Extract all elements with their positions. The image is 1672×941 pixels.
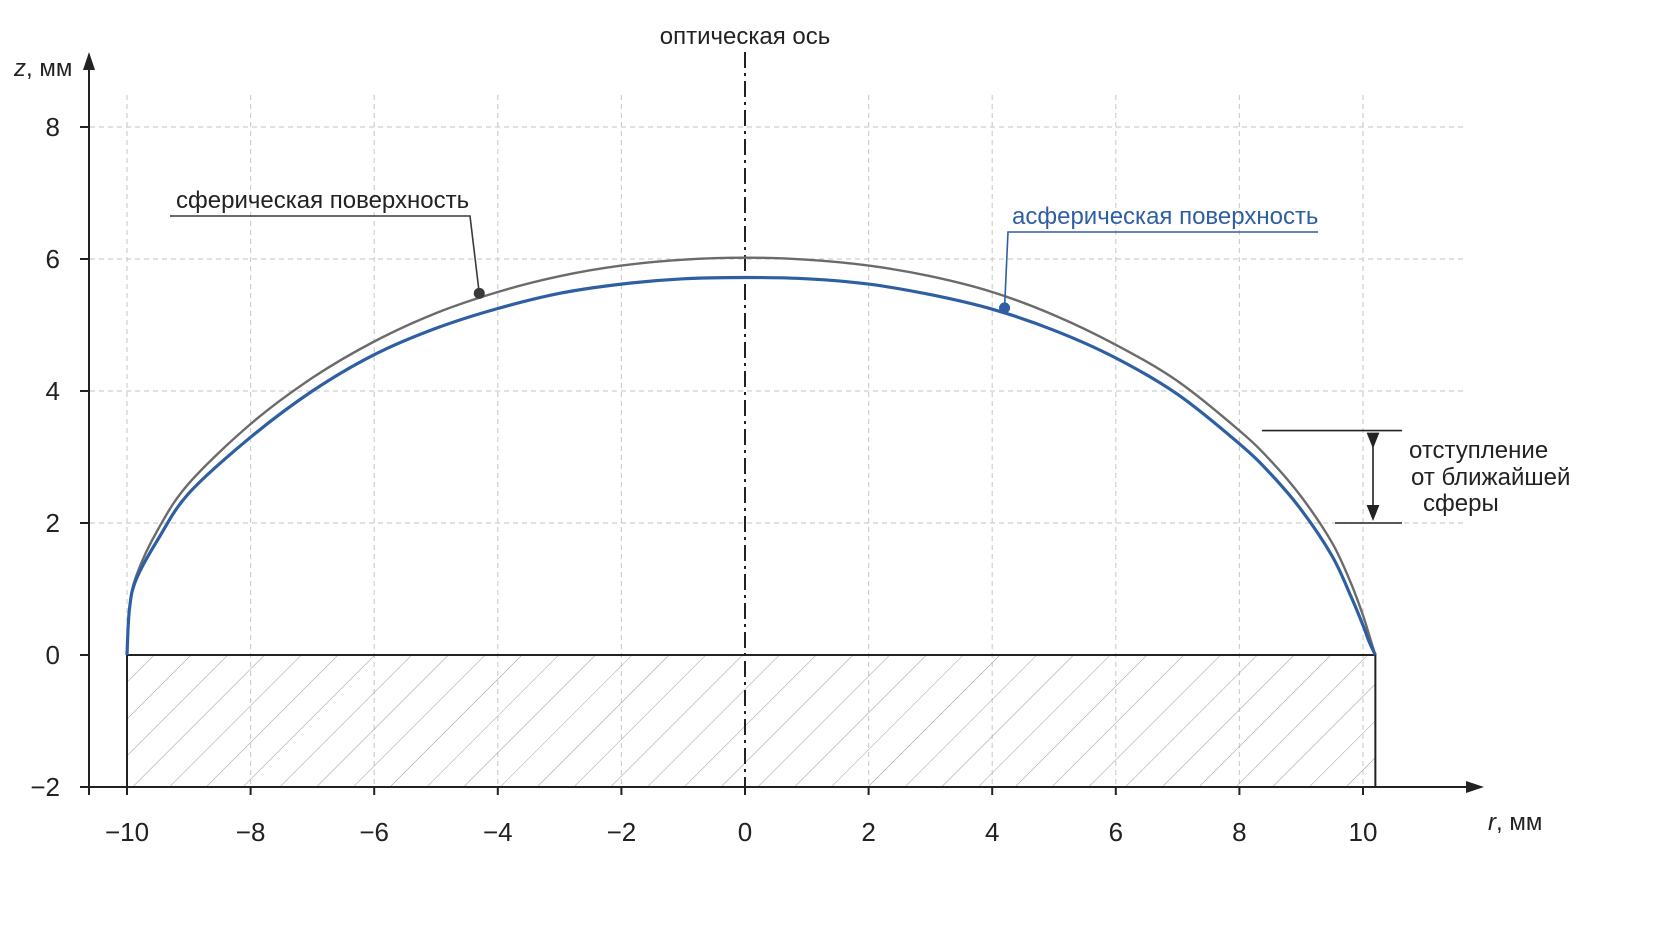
sphere-label: сферическая поверхность xyxy=(176,187,469,214)
x-tick-label: −10 xyxy=(105,817,149,847)
y-tick-label: 4 xyxy=(46,376,60,406)
y-axis-variable: z xyxy=(13,55,26,82)
y-axis-title: z, мм xyxy=(13,55,72,82)
spherical-surface-line xyxy=(125,256,1377,656)
deviation-label-line-1: отступление xyxy=(1409,437,1548,464)
y-ticks: −2 0 2 4 6 8 xyxy=(30,112,89,802)
asphere-leader-line xyxy=(1003,231,1318,308)
x-tick-label: −6 xyxy=(359,817,389,847)
x-axis-variable: r xyxy=(1488,809,1497,836)
deviation-label-line-3: сферы xyxy=(1423,490,1499,517)
y-tick-label: 8 xyxy=(46,112,60,142)
y-tick-label: 2 xyxy=(46,508,60,538)
optical-axis-label: оптическая ось xyxy=(660,23,830,50)
series-layer xyxy=(125,256,1377,656)
y-tick-label: 0 xyxy=(46,640,60,670)
x-tick-label: 6 xyxy=(1109,817,1123,847)
x-tick-label: 4 xyxy=(985,817,999,847)
x-axis-unit: , мм xyxy=(1496,809,1542,836)
x-tick-label: −8 xyxy=(236,817,266,847)
x-tick-label: 8 xyxy=(1232,817,1246,847)
y-axis-arrow-icon xyxy=(83,52,95,70)
lens-base-hatched-region xyxy=(126,654,1377,788)
asphere-annotation: асферическая поверхность xyxy=(1003,203,1318,308)
y-tick-label: −2 xyxy=(30,772,60,802)
aspherical-surface-line xyxy=(125,275,1377,656)
x-tick-label: 10 xyxy=(1349,817,1378,847)
y-axis-unit: , мм xyxy=(26,55,72,82)
x-tick-label: 2 xyxy=(861,817,875,847)
sphere-annotation: сферическая поверхность xyxy=(170,187,481,294)
x-tick-label: 0 xyxy=(738,817,752,847)
asphere-label: асферическая поверхность xyxy=(1012,203,1318,230)
y-tick-label: 6 xyxy=(46,244,60,274)
deviation-annotation: отступление от ближайшей сферы xyxy=(1262,429,1570,524)
x-ticks: −10 −8 −6 −4 −2 0 2 4 6 8 10 xyxy=(105,787,1378,847)
x-tick-label: −4 xyxy=(483,817,513,847)
x-tick-label: −2 xyxy=(607,817,637,847)
sphere-leader-line xyxy=(170,215,481,294)
deviation-label-line-2: от ближайшей xyxy=(1411,464,1570,491)
x-axis-title: r, мм xyxy=(1488,809,1542,836)
x-axis-arrow-icon xyxy=(1466,781,1484,793)
